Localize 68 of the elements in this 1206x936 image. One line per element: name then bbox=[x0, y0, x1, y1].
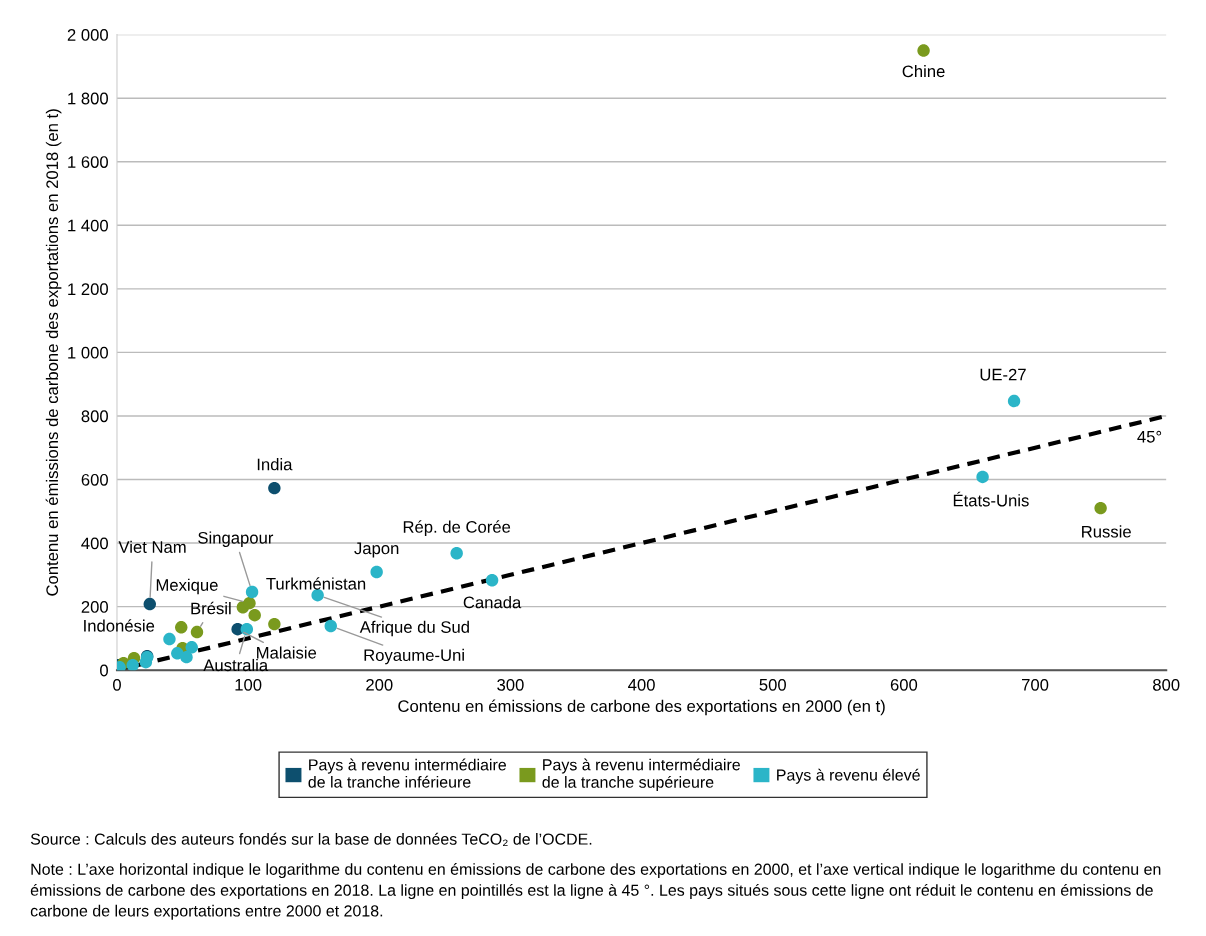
point bbox=[1007, 394, 1021, 408]
annotation: Indonésie bbox=[84, 619, 155, 632]
annotation: Malaisie bbox=[257, 646, 317, 659]
annotation: 45° bbox=[1137, 430, 1162, 443]
x-tick-label: 100 bbox=[235, 678, 262, 691]
annotation: Brésil bbox=[191, 601, 231, 615]
point bbox=[126, 658, 139, 671]
y-tick-label: 1 800 bbox=[68, 92, 108, 105]
y-tick-label: 0 bbox=[100, 664, 108, 677]
legend-label: Pays à revenu intermédiaire de la tranche inférieure bbox=[308, 758, 506, 788]
annotation: Royaume-Uni bbox=[364, 648, 464, 665]
point bbox=[143, 597, 156, 611]
annotation: États-Unis bbox=[953, 491, 1029, 507]
point bbox=[139, 656, 153, 669]
point bbox=[917, 44, 930, 57]
x-tick-label: 200 bbox=[366, 678, 393, 691]
point bbox=[370, 565, 383, 579]
point bbox=[324, 619, 337, 633]
y-tick-label: 400 bbox=[81, 537, 108, 550]
x-tick-label: 0 bbox=[113, 678, 121, 691]
annotation: Singapour bbox=[198, 531, 274, 547]
y-tick-label: 1 400 bbox=[68, 219, 108, 232]
y-tick-label: 1 200 bbox=[68, 283, 108, 296]
point bbox=[240, 622, 254, 636]
x-tick-label: 700 bbox=[1022, 678, 1049, 691]
y-tick-label: 1 000 bbox=[68, 346, 108, 359]
point bbox=[248, 608, 261, 622]
annotation: Japon bbox=[354, 542, 399, 558]
y-tick-label: 1 600 bbox=[68, 156, 108, 168]
annotation: Viet Nam bbox=[118, 540, 186, 553]
point bbox=[485, 574, 499, 587]
point bbox=[450, 547, 463, 560]
x-tick-label: 400 bbox=[628, 678, 655, 691]
y-tick-label: 800 bbox=[81, 410, 108, 423]
point bbox=[268, 617, 281, 631]
legend-label: Pays à revenu élevé bbox=[777, 768, 920, 784]
annotation: Chine bbox=[902, 64, 945, 78]
point bbox=[175, 621, 188, 634]
annotation: Australia bbox=[203, 658, 269, 672]
x-tick-label: 300 bbox=[497, 678, 524, 691]
annotation: UE-27 bbox=[980, 368, 1026, 381]
point bbox=[1094, 501, 1107, 515]
point bbox=[245, 585, 259, 599]
annotation: Turkménistan bbox=[266, 577, 366, 590]
y-tick-label: 2 000 bbox=[67, 29, 108, 41]
point bbox=[180, 650, 193, 664]
point bbox=[268, 481, 281, 495]
source-note: Source : Calculs des auteurs fondés sur la base de données TeCO₂ de l’OCDE. bbox=[30, 832, 592, 846]
point bbox=[163, 632, 176, 646]
y-axis-title: Contenu en émissions de carbone des exportations en 2018 (en t) bbox=[45, 109, 62, 596]
legend-label: Pays à revenu intermédiaire de la tranche supérieure bbox=[542, 758, 740, 791]
annotation: Canada bbox=[463, 596, 522, 609]
y-tick-label: 600 bbox=[81, 473, 108, 486]
x-axis-title: Contenu en émissions de carbone des exportations en 2000 (en t) bbox=[398, 699, 885, 716]
annotation: Mexique bbox=[156, 578, 218, 595]
point bbox=[190, 625, 204, 639]
annotation: Russie bbox=[1082, 525, 1131, 538]
annotation: India bbox=[257, 458, 293, 471]
x-tick-label: 600 bbox=[890, 678, 918, 691]
annotation: Afrique du Sud bbox=[359, 620, 469, 637]
x-tick-label: 500 bbox=[759, 678, 786, 691]
point bbox=[185, 641, 198, 654]
x-tick-label: 800 bbox=[1153, 678, 1180, 691]
point bbox=[976, 470, 989, 484]
y-tick-label: 200 bbox=[81, 601, 108, 613]
point bbox=[243, 596, 256, 610]
annotation: Rép. de Corée bbox=[403, 520, 511, 537]
text: Note : L’axe horizontal indique le logarithme du contenu en émissions de carbone des exportations en 2000, et l’axe vertical indique le logarithme du contenu en émissions de carbone des exportations en 2018. La ligne en pointillés est la ligne à 45 °. Les pays situés sous cette ligne ont réduit le contenu en émissions de carbone de leurs exportations entre 2000 et 2018. bbox=[30, 862, 1161, 920]
